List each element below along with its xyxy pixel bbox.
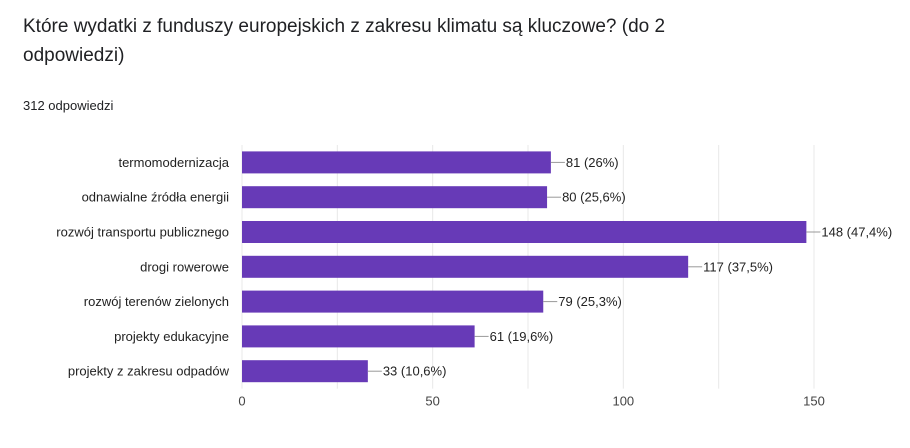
bar	[242, 325, 475, 348]
bar	[242, 186, 548, 209]
category-label: projekty edukacyjne	[114, 329, 229, 344]
category-label: rozwój terenów zielonych	[84, 294, 229, 309]
x-tick-label: 50	[425, 394, 439, 409]
response-count: 312 odpowiedzi	[23, 98, 114, 113]
bar	[242, 255, 689, 278]
category-label: projekty z zakresu odpadów	[68, 364, 230, 379]
value-label: 148 (47,4%)	[821, 225, 892, 240]
value-label: 33 (10,6%)	[383, 364, 447, 379]
bars-layer	[242, 151, 807, 383]
x-tick-label: 100	[612, 394, 634, 409]
category-label: termomodernizacja	[118, 155, 229, 170]
category-label: drogi rowerowe	[140, 259, 229, 274]
x-tick-label: 150	[803, 394, 825, 409]
bar	[242, 221, 807, 243]
value-label: 79 (25,3%)	[558, 294, 622, 309]
value-label: 80 (25,6%)	[562, 190, 626, 205]
category-label: odnawialne źródła energii	[82, 190, 230, 205]
value-label: 61 (19,6%)	[490, 329, 554, 344]
question-title: Które wydatki z funduszy europejskich z …	[23, 16, 666, 66]
bar	[242, 151, 551, 174]
bar	[242, 360, 368, 383]
category-label: rozwój transportu publicznego	[56, 225, 229, 240]
value-label: 117 (37,5%)	[703, 259, 773, 274]
x-axis-ticks: 0 50 100 150	[238, 394, 824, 409]
value-label: 81 (26%)	[566, 155, 619, 170]
x-tick-label: 0	[238, 394, 245, 409]
labels-layer: termomodernizacja 81 (26%) odnawialne źród…	[56, 155, 892, 379]
bar	[242, 290, 544, 313]
